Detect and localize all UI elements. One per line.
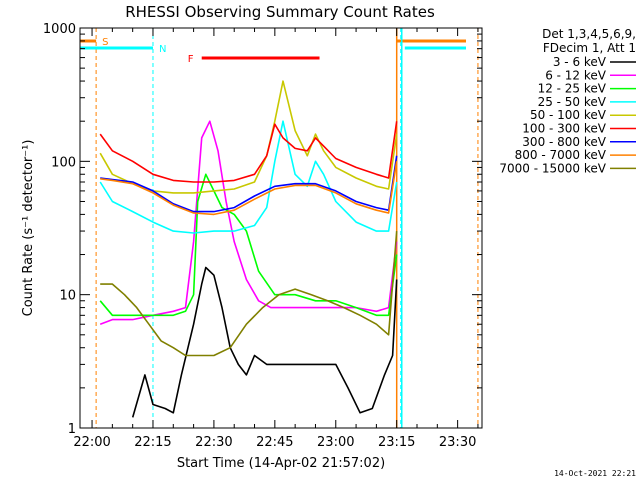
legend-label-0: 3 - 6 keV — [553, 55, 607, 69]
night-label: N — [159, 44, 166, 55]
legend: Det 1,3,4,5,6,9, FDecim 1, Att 1 3 - 6 k… — [499, 27, 636, 175]
series-line-4 — [99, 80, 398, 194]
annotation-layer: S N F — [80, 28, 479, 428]
x-tick-label-3: 22:45 — [256, 435, 293, 450]
saa-label: S — [102, 37, 108, 48]
x-tick-label-1: 22:15 — [134, 435, 171, 450]
y-tick-label-0: 1 — [68, 422, 76, 437]
series-line-8 — [100, 231, 398, 357]
x-tick-label-5: 23:15 — [378, 435, 415, 450]
flare-label: F — [188, 54, 194, 65]
y-axis-label: Count Rate (s⁻¹ detector⁻¹) — [21, 140, 36, 317]
x-axis-label: Start Time (14-Apr-02 21:57:02) — [177, 456, 385, 471]
x-tick-label-4: 23:00 — [317, 435, 354, 450]
x-tick-label-6: 23:30 — [439, 435, 476, 450]
legend-label-7: 800 - 7000 keV — [515, 148, 607, 162]
axis-layer: 22:00 22:15 22:30 22:45 23:00 23:15 23:30 1 10 10… — [43, 22, 482, 450]
footer-date: 14-Oct-2021 22:21 — [554, 469, 636, 478]
legend-label-3: 25 - 50 keV — [538, 95, 607, 109]
legend-label-4: 50 - 100 keV — [530, 108, 607, 122]
chart-title: RHESSI Observing Summary Count Rates — [125, 3, 435, 21]
legend-label-5: 100 - 300 keV — [522, 122, 606, 136]
legend-label-2: 12 - 25 keV — [538, 82, 607, 96]
x-tick-label-0: 22:00 — [73, 435, 110, 450]
plot-frame — [79, 27, 483, 429]
legend-header-line-2: FDecim 1, Att 1 — [543, 41, 636, 55]
series-layer — [99, 80, 398, 418]
series-line-3 — [99, 120, 398, 234]
legend-label-8: 7000 - 15000 keV — [499, 161, 606, 175]
series-line-5 — [99, 121, 398, 183]
series-line-7 — [100, 161, 398, 216]
y-tick-label-1: 10 — [59, 289, 76, 304]
series-line-6 — [100, 155, 398, 213]
legend-label-6: 300 - 800 keV — [522, 135, 606, 149]
legend-label-1: 6 - 12 keV — [545, 68, 607, 82]
legend-header-line-1: Det 1,3,4,5,6,9, — [542, 27, 636, 41]
series-line-0 — [131, 266, 398, 418]
x-tick-label-2: 22:30 — [195, 435, 232, 450]
y-tick-label-3: 1000 — [43, 22, 76, 37]
series-line-2 — [99, 173, 398, 317]
y-tick-label-2: 100 — [51, 155, 76, 170]
